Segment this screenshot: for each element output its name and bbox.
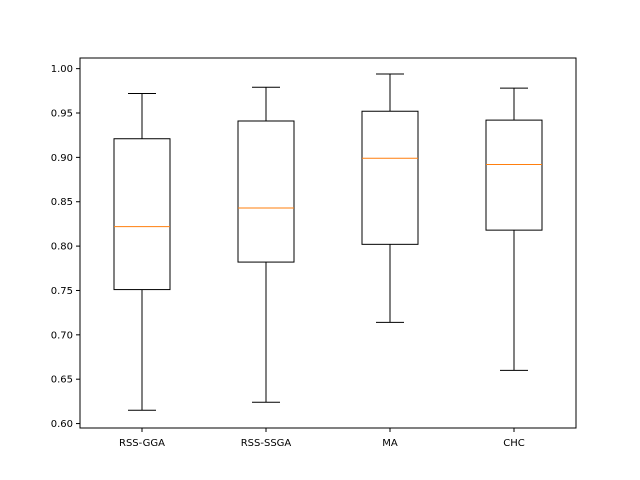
y-tick-label: 0.65 [51,375,73,386]
box-rss-gga [113,92,171,411]
box-ma [361,73,419,323]
y-tick-label: 0.75 [51,286,73,297]
x-tick-label: MA [382,438,398,449]
x-tick-label: CHC [503,438,525,449]
iqr-box [113,138,171,291]
iqr-box [485,119,543,231]
iqr-box [361,110,419,245]
x-tick-label: RSS-SSGA [241,438,292,449]
box-rss-ssga [237,86,295,403]
y-tick-label: 0.95 [51,109,73,120]
y-tick-label: 1.00 [51,64,73,75]
box-chc [485,87,543,371]
y-tick-label: 0.90 [51,153,73,164]
plot-frame [79,57,577,429]
x-tick-label: RSS-GGA [119,438,165,449]
y-tick-label: 0.70 [51,330,73,341]
y-tick-label: 0.80 [51,242,73,253]
iqr-box [237,120,295,263]
y-tick-label: 0.85 [51,197,73,208]
y-tick-label: 0.60 [51,419,73,430]
